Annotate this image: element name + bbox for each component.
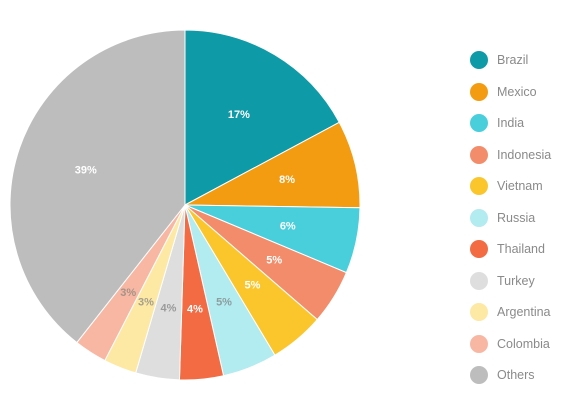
slice-label-mexico: 8% [279, 174, 295, 186]
legend-item-india: India [470, 113, 551, 133]
legend-label: Mexico [497, 84, 537, 99]
slice-label-turkey: 4% [160, 303, 176, 315]
legend-swatch [470, 334, 488, 353]
pie-slice-others [9, 29, 186, 344]
legend: Brazil Mexico India Indonesia Vietnam Russia T… [470, 50, 551, 397]
legend-swatch [470, 208, 488, 227]
legend-label: Brazil [497, 53, 529, 67]
legend-label: Vietnam [497, 179, 543, 193]
legend-label: India [497, 116, 525, 130]
legend-item-turkey: Turkey [470, 271, 551, 291]
legend-swatch [470, 177, 488, 195]
legend-item-thailand: Thailand [470, 239, 551, 259]
pie-slice-brazil [184, 29, 340, 206]
legend-item-argentina: Argentina [470, 302, 551, 322]
legend-item-vietnam: Vietnam [470, 176, 551, 196]
legend-item-brazil: Brazil [470, 50, 551, 70]
legend-item-russia: Russia [470, 208, 551, 228]
legend-swatch [470, 271, 488, 290]
legend-swatch [470, 114, 488, 132]
slice-label-others: 39% [75, 165, 97, 177]
legend-item-mexico: Mexico [470, 82, 551, 102]
legend-label: Argentina [497, 305, 551, 319]
slice-label-india: 6% [280, 220, 296, 232]
legend-swatch [470, 240, 488, 258]
legend-swatch [470, 82, 488, 101]
legend-swatch [470, 51, 488, 69]
legend-label: Colombia [497, 336, 550, 351]
slice-label-brazil: 17% [228, 109, 250, 121]
legend-swatch [470, 303, 488, 321]
legend-item-indonesia: Indonesia [470, 145, 551, 165]
slice-label-russia: 5% [216, 296, 232, 308]
legend-label: Thailand [497, 242, 545, 256]
legend-label: Russia [497, 210, 536, 225]
slice-label-argentina: 3% [138, 296, 154, 308]
slice-label-colombia: 3% [120, 287, 136, 299]
legend-label: Indonesia [497, 147, 552, 162]
legend-item-colombia: Colombia [470, 334, 551, 354]
legend-label: Others [497, 368, 535, 382]
slice-label-vietnam: 5% [245, 279, 261, 291]
legend-swatch [470, 145, 488, 164]
pie-slice-mexico [183, 121, 361, 209]
slice-label-indonesia: 5% [266, 254, 282, 266]
legend-label: Turkey [497, 273, 535, 288]
legend-swatch [470, 366, 488, 384]
legend-item-others: Others [470, 365, 551, 385]
slice-label-thailand: 4% [187, 303, 203, 315]
